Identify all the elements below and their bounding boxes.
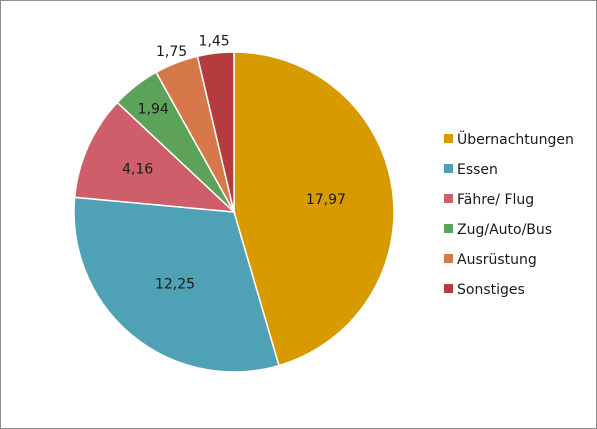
legend-swatch [444, 254, 453, 263]
legend-label: Essen [457, 162, 498, 178]
data-label: 12,25 [155, 277, 195, 293]
data-labels: 17,97 12,25 4,16 1,94 1,75 1,45 [122, 33, 346, 292]
data-label: 4,16 [122, 162, 153, 178]
legend-swatch [444, 284, 453, 293]
legend-label: Fähre/ Flug [457, 192, 534, 208]
legend-swatch [444, 164, 453, 173]
legend-label: Ausrüstung [457, 252, 537, 268]
data-label: 1,94 [138, 102, 169, 118]
data-label: 17,97 [306, 192, 346, 208]
legend-label: Sonstiges [457, 282, 525, 298]
pie-slice [73, 196, 280, 373]
legend-swatch [444, 134, 453, 143]
pie-slice [233, 51, 395, 367]
legend-label: Zug/Auto/Bus [457, 222, 552, 238]
pie-slice [73, 101, 237, 213]
data-label: 1,75 [156, 44, 187, 60]
pie-slice [196, 51, 235, 213]
data-label: 1,45 [199, 33, 230, 49]
legend-swatch [444, 194, 453, 203]
pie-slices [73, 51, 395, 373]
legend: Übernachtungen Essen Fähre/ Flug Zug/Auto/B… [444, 130, 574, 298]
legend-label: Übernachtungen [457, 130, 574, 148]
legend-swatch [444, 224, 453, 233]
